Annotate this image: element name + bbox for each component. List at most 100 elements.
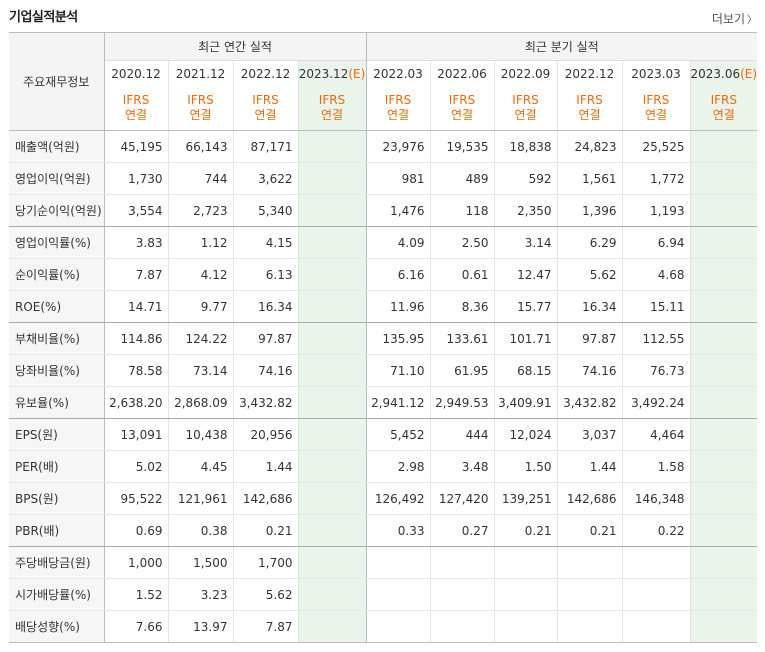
annual-value-cell: 3,432.82 xyxy=(232,386,298,419)
annual-value-cell: 6.13 xyxy=(232,258,298,291)
annual-value-cell xyxy=(297,418,366,451)
quarter-value-cell: 0.61 xyxy=(429,258,494,291)
more-link[interactable]: 더보기 〉 xyxy=(712,10,757,27)
ifrs-label: IFRS xyxy=(122,93,150,107)
quarter-value-cell: 3,037 xyxy=(556,418,622,451)
annual-value-cell: 0.21 xyxy=(232,514,298,547)
quarter-value-cell xyxy=(689,354,758,387)
annual-value-cell xyxy=(297,258,366,291)
ifrs-label: IFRS xyxy=(187,93,214,107)
quarter-period-label: 2023.03 xyxy=(631,66,681,81)
quarter-value-cell xyxy=(365,610,430,643)
annual-value-cell: 7.87 xyxy=(103,258,168,291)
annual-value-cell: 74.16 xyxy=(232,354,298,387)
section-title: 기업실적분석 xyxy=(9,10,78,25)
consolidated-label: 연결 xyxy=(644,108,668,122)
row-label: 당기순이익(억원) xyxy=(9,194,104,227)
quarter-value-cell: 16.34 xyxy=(556,290,622,323)
row-label: 순이익률(%) xyxy=(9,258,104,291)
row-label: PER(배) xyxy=(9,450,104,483)
quarter-value-cell xyxy=(493,610,557,643)
consolidated-label: 연결 xyxy=(712,108,735,122)
annual-value-cell: 3,554 xyxy=(103,194,168,227)
annual-value-cell: 4.15 xyxy=(232,226,298,259)
quarter-value-cell: 24,823 xyxy=(556,130,622,163)
annual-value-cell xyxy=(297,610,366,643)
ifrs-label: IFRS xyxy=(512,93,539,107)
annual-value-cell xyxy=(297,194,366,227)
annual-value-cell: 5.02 xyxy=(103,450,168,483)
ifrs-label: IFRS xyxy=(384,93,412,107)
quarter-value-cell: 15.77 xyxy=(493,290,557,323)
table-row: BPS(원) 95,522 121,961 142,686 126,492 127,420… xyxy=(9,482,758,515)
quarter-value-cell xyxy=(556,578,622,611)
accounting-standard-cell: IFRS 연결 xyxy=(556,86,622,131)
quarter-value-cell: 25,525 xyxy=(621,130,690,163)
annual-value-cell: 121,961 xyxy=(167,482,233,515)
annual-value-cell: 1,700 xyxy=(232,546,298,579)
consolidated-label: 연결 xyxy=(450,108,474,122)
row-label: PBR(배) xyxy=(9,514,104,547)
row-label: 부채비율(%) xyxy=(9,322,104,355)
consolidated-label: 연결 xyxy=(189,108,212,122)
annual-period-header: 2023.12(E) xyxy=(297,60,366,86)
quarter-value-cell: 76.73 xyxy=(621,354,690,387)
annual-value-cell: 0.69 xyxy=(103,514,168,547)
quarter-value-cell xyxy=(429,546,494,579)
quarter-period-label: 2022.12 xyxy=(564,66,615,81)
quarter-value-cell xyxy=(689,578,758,611)
accounting-standard-cell: IFRS 연결 xyxy=(689,86,758,131)
table-row: 당좌비율(%) 78.58 73.14 74.16 71.10 61.95 68.15 74.… xyxy=(9,354,758,387)
table-row: 영업이익(억원) 1,730 744 3,622 981 489 592 1,561 1,772 xyxy=(9,162,758,195)
annual-value-cell xyxy=(297,130,366,163)
annual-value-cell: 1.12 xyxy=(167,226,233,259)
quarter-value-cell xyxy=(689,162,758,195)
quarter-value-cell xyxy=(429,610,494,643)
annual-value-cell: 3.83 xyxy=(103,226,168,259)
accounting-standard-cell: IFRS 연결 xyxy=(365,86,430,131)
annual-value-cell: 2,723 xyxy=(167,194,233,227)
consolidated-label: 연결 xyxy=(320,108,344,122)
row-label: 당좌비율(%) xyxy=(9,354,104,387)
quarter-value-cell: 11.96 xyxy=(365,290,430,323)
quarter-value-cell xyxy=(493,546,557,579)
annual-value-cell xyxy=(297,546,366,579)
annual-period-label: 2023.12 xyxy=(298,66,349,81)
quarter-value-cell: 74.16 xyxy=(556,354,622,387)
annual-value-cell xyxy=(297,322,366,355)
quarter-value-cell: 5.62 xyxy=(556,258,622,291)
quarter-period-label: 2023.06 xyxy=(690,66,741,81)
annual-value-cell: 4.12 xyxy=(167,258,233,291)
quarter-value-cell: 981 xyxy=(365,162,430,195)
quarter-value-cell xyxy=(689,610,758,643)
row-label: 시가배당률(%) xyxy=(9,578,104,611)
annual-value-cell: 142,686 xyxy=(232,482,298,515)
annual-value-cell: 14.71 xyxy=(103,290,168,323)
annual-value-cell: 45,195 xyxy=(103,130,168,163)
quarter-value-cell: 489 xyxy=(429,162,494,195)
quarter-value-cell xyxy=(621,546,690,579)
quarter-value-cell: 0.33 xyxy=(365,514,430,547)
quarter-value-cell xyxy=(556,610,622,643)
quarter-value-cell: 2,350 xyxy=(493,194,557,227)
quarter-value-cell xyxy=(689,514,758,547)
table-row: PER(배) 5.02 4.45 1.44 2.98 3.48 1.50 1.44 1.58 xyxy=(9,450,758,483)
quarter-value-cell: 5,452 xyxy=(365,418,430,451)
quarter-value-cell: 592 xyxy=(493,162,557,195)
quarter-value-cell: 6.16 xyxy=(365,258,430,291)
quarter-value-cell: 1.44 xyxy=(556,450,622,483)
ifrs-label: IFRS xyxy=(710,93,737,107)
annual-value-cell: 7.66 xyxy=(103,610,168,643)
annual-period-label: 2022.12 xyxy=(240,66,291,81)
consolidated-label: 연결 xyxy=(124,108,148,122)
quarter-value-cell xyxy=(689,226,758,259)
annual-period-header: 2020.12 xyxy=(103,60,168,86)
annual-value-cell: 3,622 xyxy=(232,162,298,195)
quarter-value-cell: 135.95 xyxy=(365,322,430,355)
ifrs-label: IFRS xyxy=(576,93,603,107)
quarter-value-cell: 12,024 xyxy=(493,418,557,451)
quarter-value-cell xyxy=(621,578,690,611)
quarter-value-cell xyxy=(689,322,758,355)
estimate-mark: (E) xyxy=(740,66,758,81)
quarter-value-cell xyxy=(689,130,758,163)
